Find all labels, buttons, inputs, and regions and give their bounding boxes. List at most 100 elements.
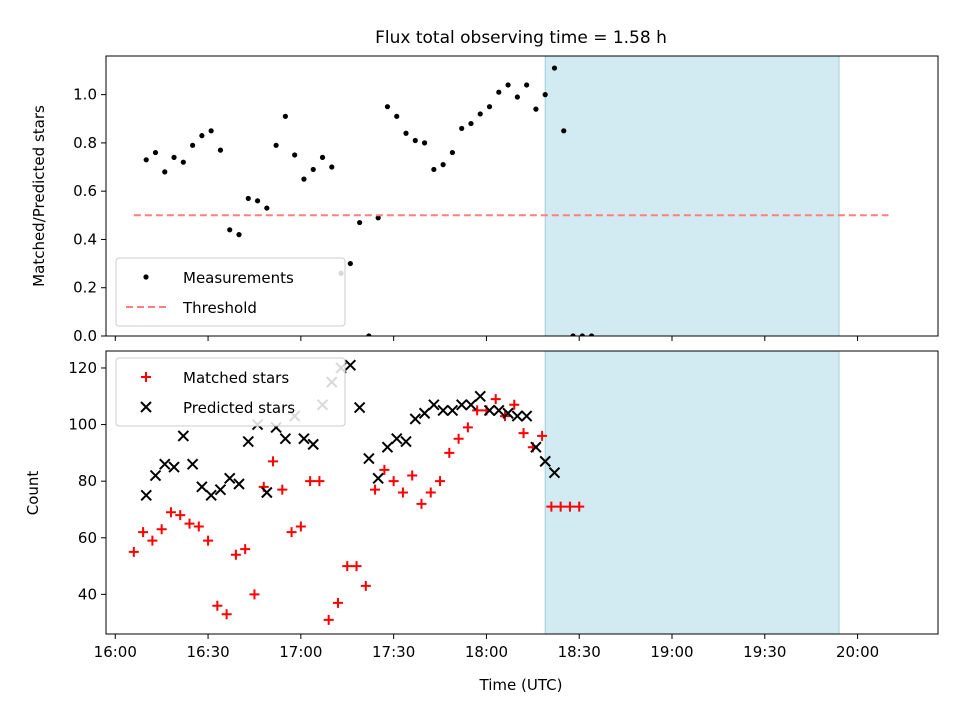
x-tick-label: 19:30	[743, 643, 786, 661]
matched-stars-point	[314, 476, 325, 487]
measurement-point	[394, 113, 400, 119]
predicted-stars-point	[307, 438, 319, 451]
measurement-point	[570, 333, 576, 336]
matched-stars-point	[518, 428, 529, 439]
legend-swatch	[140, 401, 152, 413]
predicted-stars-point	[493, 404, 505, 417]
predicted-stars-point	[279, 433, 292, 445]
measurement-point	[579, 333, 585, 336]
matched-stars-point	[425, 487, 436, 498]
matched-stars-point	[175, 510, 186, 521]
matched-stars-point	[397, 487, 408, 498]
predicted-stars-point	[214, 483, 227, 496]
measurement-point	[292, 152, 298, 158]
matched-stars-point	[277, 484, 288, 495]
predicted-stars-point	[483, 404, 496, 417]
predicted-stars-point	[261, 486, 273, 499]
matched-stars-point	[546, 501, 557, 512]
matched-stars-point	[128, 546, 139, 557]
x-tick-label: 17:00	[279, 643, 322, 661]
matched-stars-point	[555, 501, 566, 512]
matched-stars-point	[138, 527, 149, 538]
measurement-point	[496, 89, 502, 95]
measurement-point	[524, 82, 530, 88]
predicted-stars-point	[242, 435, 254, 448]
measurement-point	[375, 215, 381, 221]
measurement-point	[588, 333, 595, 336]
predicted-stars-point	[418, 407, 431, 419]
matched-stars-point	[564, 501, 575, 512]
x-tick-label: 16:00	[94, 643, 137, 661]
measurement-point	[254, 198, 261, 204]
measurement-point	[412, 137, 418, 144]
predicted-stars-point	[344, 359, 357, 371]
measurement-point	[208, 128, 214, 134]
predicted-stars-point	[196, 481, 208, 493]
measurement-point	[505, 82, 511, 88]
matched-stars-point	[156, 524, 167, 535]
y-tick-label: 0.0	[73, 327, 97, 345]
measurement-point	[561, 128, 567, 134]
matched-stars-point	[342, 561, 353, 572]
measurement-point	[403, 130, 409, 136]
predicted-stars-point	[511, 410, 524, 422]
predicted-stars-point	[465, 399, 477, 411]
x-tick-label: 16:30	[186, 643, 229, 661]
x-axis-label: Time (UTC)	[479, 676, 563, 694]
matched-stars-point	[147, 535, 158, 546]
predicted-stars-point	[391, 433, 403, 445]
measurement-point	[347, 260, 353, 267]
top-y-axis-label: Matched/Predicted stars	[30, 105, 48, 287]
measurement-point	[162, 169, 168, 175]
matched-stars-point	[351, 561, 362, 572]
measurement-point	[282, 113, 288, 119]
matched-stars-point	[212, 600, 223, 611]
measurement-point	[366, 333, 372, 336]
matched-stars-point	[323, 614, 334, 625]
predicted-stars-point	[177, 430, 190, 442]
predicted-stars-point	[446, 404, 459, 417]
legend-label: Predicted stars	[183, 399, 295, 417]
x-tick-label: 17:30	[372, 643, 415, 661]
measurement-point	[533, 106, 539, 112]
predicted-stars-point	[224, 472, 236, 485]
measurement-point	[301, 176, 307, 182]
top-panel-frame	[105, 55, 939, 337]
matched-stars-point	[203, 535, 214, 546]
measurement-point	[143, 157, 149, 163]
measurement-point	[152, 149, 159, 156]
matched-stars-point	[240, 544, 251, 555]
matched-stars-point	[537, 430, 548, 441]
predicted-stars-point	[428, 399, 440, 411]
measurement-point	[180, 159, 186, 165]
predicted-stars-point	[205, 489, 217, 502]
predicted-stars-point	[502, 407, 514, 419]
y-tick-label: 80	[78, 472, 97, 490]
legend-box	[115, 357, 346, 427]
bottom-panel-frame	[105, 350, 939, 635]
observing-window-shade	[544, 351, 840, 634]
measurement-point	[264, 205, 270, 211]
measurement-point	[199, 133, 205, 139]
measurement-point	[384, 104, 391, 110]
legend-swatch	[141, 372, 151, 382]
matched-stars-point	[379, 464, 390, 475]
x-tick-label: 20:00	[836, 643, 879, 661]
observing-window-shade	[544, 56, 840, 336]
predicted-stars-point	[474, 390, 486, 402]
predicted-stars-point	[159, 458, 171, 470]
predicted-stars-point	[409, 413, 422, 425]
matched-stars-point	[360, 580, 371, 591]
measurement-point	[329, 164, 335, 170]
measurement-point	[449, 149, 456, 156]
measurement-point	[551, 65, 558, 71]
bottom-y-axis-label: Count	[24, 471, 42, 516]
matched-stars-point	[435, 476, 446, 487]
y-tick-label: 60	[78, 529, 97, 547]
matched-stars-point	[462, 422, 473, 433]
matched-stars-point	[388, 476, 399, 487]
predicted-stars-point	[149, 469, 162, 482]
legend-swatch	[143, 274, 149, 280]
x-tick-label: 18:30	[558, 643, 601, 661]
